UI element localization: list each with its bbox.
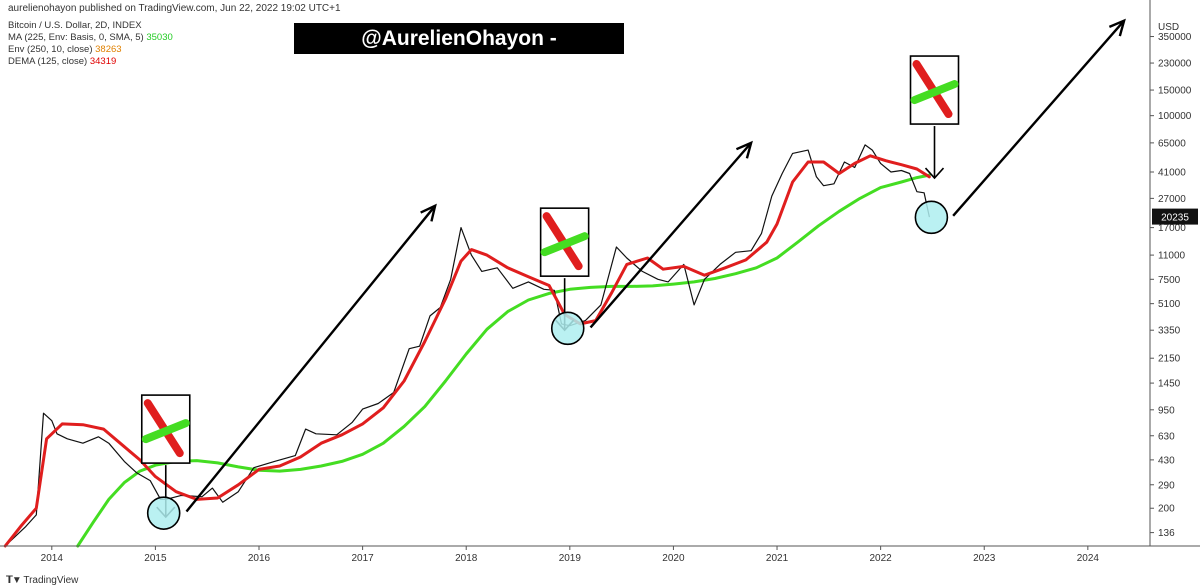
last-price-tag — [1152, 208, 1198, 225]
last-price-tag-label: 20235 — [1161, 213, 1189, 224]
y-tick-label: 230000 — [1158, 59, 1192, 70]
symbol-label: Bitcoin / U.S. Dollar, 2D, INDEX — [8, 20, 142, 31]
indicator-dema-label: DEMA (125, close) — [8, 56, 88, 67]
price-axis: USD 136 200 290 430 630 950 1450 2150 3350 5100 750… — [1149, 0, 1198, 546]
ma-cross-card — [140, 394, 191, 519]
x-tick-label: 2019 — [559, 553, 582, 564]
ma-line-layer — [76, 173, 931, 548]
y-tick-label: 5100 — [1158, 299, 1181, 310]
y-tick-label: 7500 — [1158, 275, 1181, 286]
y-tick-label: 290 — [1158, 480, 1175, 491]
bottom-marker-circle — [914, 200, 949, 235]
price-series-line — [4, 144, 930, 547]
x-tick-label: 2020 — [662, 553, 685, 564]
x-tick-label: 2024 — [1077, 553, 1100, 564]
tradingview-footer-label: TradingView — [23, 575, 79, 586]
uptrend-arrow-shaft — [185, 205, 437, 513]
bottom-marker-circle — [146, 496, 181, 530]
currency-label: USD — [1158, 22, 1179, 33]
uptrend-arrow — [589, 140, 753, 329]
x-tick-label: 2021 — [766, 553, 789, 564]
ma-cross-card — [909, 55, 960, 180]
indicator-env[interactable]: Env (250, 10, close) 38263 — [8, 44, 122, 55]
y-tick-label: 3350 — [1158, 326, 1181, 337]
indicator-env-value: 38263 — [95, 44, 122, 55]
y-tick-label: 950 — [1158, 405, 1175, 416]
publish-info: aurelienohayon published on TradingView.… — [8, 3, 341, 14]
y-tick-label: 100000 — [1158, 111, 1192, 122]
down-arrow-head — [924, 167, 945, 180]
y-tick-label: 1450 — [1158, 379, 1181, 390]
y-tick-label: 150000 — [1158, 86, 1192, 97]
ma-cross-green-stroke — [540, 232, 589, 257]
indicator-env-label: Env (250, 10, close) — [8, 44, 93, 55]
y-tick-label: 27000 — [1158, 194, 1186, 205]
y-tick-label: 11000 — [1158, 251, 1186, 262]
y-tick-label: 65000 — [1158, 138, 1186, 149]
indicator-ma-label: MA (225, Env: Basis, 0, SMA, 5) — [8, 32, 144, 43]
uptrend-arrow — [185, 203, 437, 513]
x-tick-label: 2014 — [41, 553, 64, 564]
y-tick-label: 430 — [1158, 455, 1175, 466]
uptrend-arrow — [952, 18, 1126, 217]
dema-line-layer — [3, 154, 931, 548]
author-banner: @AurelienOhayon - xorstrategy.com — [294, 23, 624, 81]
dema-series-line — [3, 154, 931, 548]
bottom-marker-circle — [550, 311, 585, 346]
tradingview-logo-icon: 𝗧▼ — [6, 575, 22, 586]
ma-cross-green-stroke — [910, 80, 959, 105]
indicator-ma[interactable]: MA (225, Env: Basis, 0, SMA, 5) 35030 — [8, 32, 173, 43]
y-tick-label: 17000 — [1158, 223, 1186, 234]
x-tick-label: 2022 — [870, 553, 893, 564]
y-tick-label: 41000 — [1158, 167, 1186, 178]
x-tick-label: 2017 — [351, 553, 374, 564]
x-tick-label: 2015 — [144, 553, 167, 564]
y-tick-label: 136 — [1158, 528, 1175, 539]
uptrend-arrow-head — [1108, 18, 1126, 37]
uptrend-arrow-head — [420, 203, 437, 222]
ma-cross-card — [539, 207, 590, 332]
ma-series-line — [76, 173, 931, 548]
x-tick-label: 2023 — [973, 553, 996, 564]
indicator-dema[interactable]: DEMA (125, close) 34319 — [8, 56, 116, 67]
indicator-dema-value: 34319 — [89, 56, 117, 67]
y-tick-label: 200 — [1158, 504, 1175, 515]
ma-cross-green-stroke — [141, 419, 190, 444]
x-tick-label: 2016 — [248, 553, 271, 564]
tradingview-footer: 𝗧▼ TradingView — [6, 575, 78, 586]
time-axis: 2014 2015 2016 2017 2018 2019 2020 2021 2022 2023… — [0, 545, 1200, 564]
indicator-ma-value: 35030 — [146, 32, 173, 43]
uptrend-arrow-shaft — [952, 19, 1126, 217]
uptrend-arrow-head — [735, 140, 753, 159]
price-series-layer — [4, 144, 930, 547]
y-tick-label: 2150 — [1158, 354, 1181, 365]
y-tick-label: 630 — [1158, 431, 1175, 442]
x-tick-label: 2018 — [455, 553, 478, 564]
annotations-layer — [140, 18, 1126, 530]
y-tick-label: 350000 — [1158, 32, 1192, 43]
uptrend-arrow-shaft — [589, 142, 753, 329]
